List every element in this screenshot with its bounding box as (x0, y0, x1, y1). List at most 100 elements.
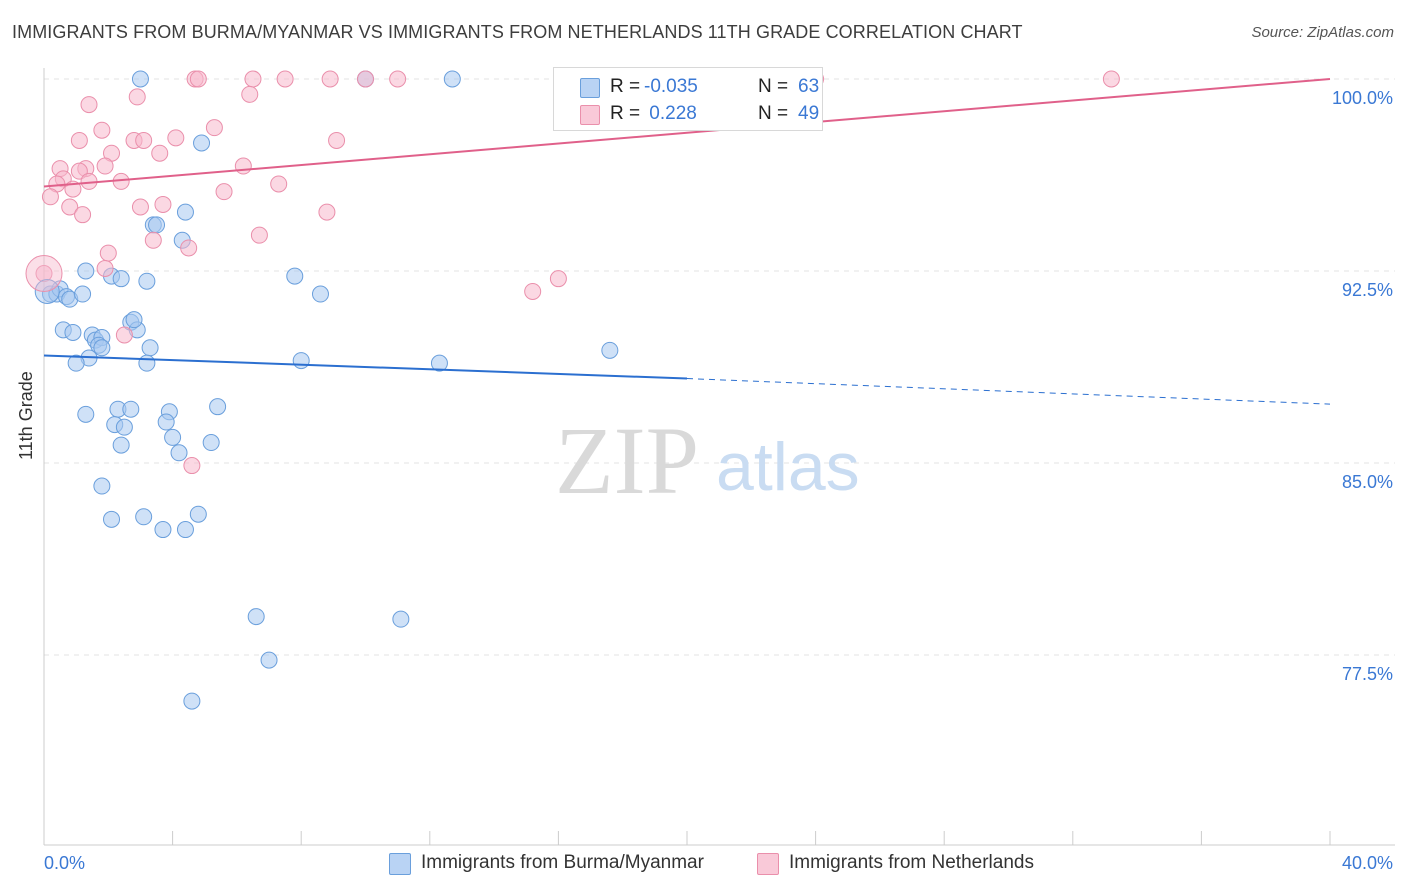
point-burma (247, 608, 265, 626)
point-netherlands (276, 70, 294, 88)
point-burma (103, 510, 121, 528)
y-tick-label: 92.5% (1342, 280, 1393, 300)
point-burma (601, 341, 619, 359)
trendline-burma-extension (686, 378, 1331, 405)
y-tick-label: 100.0% (1332, 88, 1393, 108)
chart-source: Source: ZipAtlas.com (1251, 24, 1394, 41)
point-netherlands (183, 457, 201, 475)
point-burma (176, 521, 194, 539)
point-burma (112, 270, 130, 288)
point-netherlands (96, 157, 114, 175)
point-burma (64, 323, 82, 341)
point-netherlands (154, 195, 172, 213)
point-netherlands (41, 188, 59, 206)
point-burma (115, 418, 133, 436)
point-netherlands (549, 270, 567, 288)
legend-r-value: 0.228 (644, 103, 697, 124)
point-burma (202, 434, 220, 452)
point-burma (138, 272, 156, 290)
watermark-atlas: atlas (716, 429, 860, 505)
point-netherlands (180, 239, 198, 257)
legend-n-value: 63 (798, 76, 820, 97)
legend-r-label: R = (610, 103, 641, 124)
point-netherlands (61, 198, 79, 216)
point-burma (189, 505, 207, 523)
point-netherlands-cluster (25, 255, 63, 293)
point-netherlands (93, 121, 111, 139)
legend-n-label: N = (758, 103, 789, 124)
point-burma (67, 354, 85, 372)
point-burma (77, 405, 95, 423)
point-netherlands (189, 70, 207, 88)
point-netherlands (80, 96, 98, 114)
legend-n-label: N = (758, 76, 789, 97)
legend-r-label: R = (610, 76, 641, 97)
point-netherlands (96, 259, 114, 277)
point-burma (154, 521, 172, 539)
legend-swatch-netherlands (580, 105, 600, 125)
point-burma (260, 651, 278, 669)
point-burma (112, 436, 130, 454)
point-burma (122, 400, 140, 418)
point-netherlands (70, 131, 88, 149)
point-burma (135, 508, 153, 526)
point-burma (209, 398, 227, 416)
point-netherlands (1102, 70, 1120, 88)
stats-legend: R = -0.035 N = 63 R = 0.228 N = 49 (553, 67, 823, 131)
point-burma (176, 203, 194, 221)
trendline-burma (43, 354, 688, 380)
point-netherlands (524, 282, 542, 300)
point-netherlands (205, 119, 223, 137)
point-burma (141, 339, 159, 357)
point-netherlands (115, 326, 133, 344)
bottom-legend-swatch-burma (389, 853, 411, 875)
point-netherlands (318, 203, 336, 221)
point-burma (74, 285, 92, 303)
bottom-legend-label-netherlands: Immigrants from Netherlands (789, 852, 1034, 873)
point-burma (77, 262, 95, 280)
point-burma (430, 354, 448, 372)
point-netherlands (151, 144, 169, 162)
tick-label-layer: 77.5% 85.0% 92.5% 100.0% 0.0% 40.0% (44, 88, 1393, 873)
point-netherlands (389, 70, 407, 88)
y-tick-label: 85.0% (1342, 472, 1393, 492)
point-burma (164, 428, 182, 446)
point-netherlands (250, 226, 268, 244)
point-burma (286, 267, 304, 285)
bottom-legend-label-burma: Immigrants from Burma/Myanmar (421, 852, 704, 873)
x-tick-label-max: 40.0% (1342, 853, 1393, 873)
point-burma (148, 216, 166, 234)
point-burma (311, 285, 329, 303)
point-burma (138, 354, 156, 372)
point-burma (292, 352, 310, 370)
point-netherlands (234, 157, 252, 175)
point-burma (157, 413, 175, 431)
bottom-legend-swatch-netherlands (757, 853, 779, 875)
legend-swatch-burma (580, 78, 600, 98)
chart-title: IMMIGRANTS FROM BURMA/MYANMAR VS IMMIGRA… (12, 22, 1023, 42)
point-netherlands (128, 88, 146, 106)
point-netherlands (135, 131, 153, 149)
point-burma (131, 70, 149, 88)
point-burma (125, 311, 143, 329)
point-netherlands (144, 231, 162, 249)
trend-layer (43, 78, 1331, 405)
point-burma (392, 610, 410, 628)
point-netherlands (74, 206, 92, 224)
watermark: ZIP atlas (555, 407, 860, 514)
y-tick-label: 77.5% (1342, 664, 1393, 684)
point-burma (93, 339, 111, 357)
x-tick-label-min: 0.0% (44, 853, 85, 873)
trendline-netherlands (43, 78, 1331, 188)
point-netherlands (357, 70, 374, 88)
point-netherlands (131, 198, 149, 216)
point-netherlands (167, 129, 185, 147)
point-burma (93, 477, 111, 495)
point-burma (183, 692, 201, 710)
legend-n-value: 49 (798, 103, 820, 124)
point-netherlands (321, 70, 339, 88)
legend-r-value: -0.035 (644, 76, 698, 97)
point-netherlands (270, 175, 288, 193)
watermark-zip: ZIP (555, 407, 699, 514)
